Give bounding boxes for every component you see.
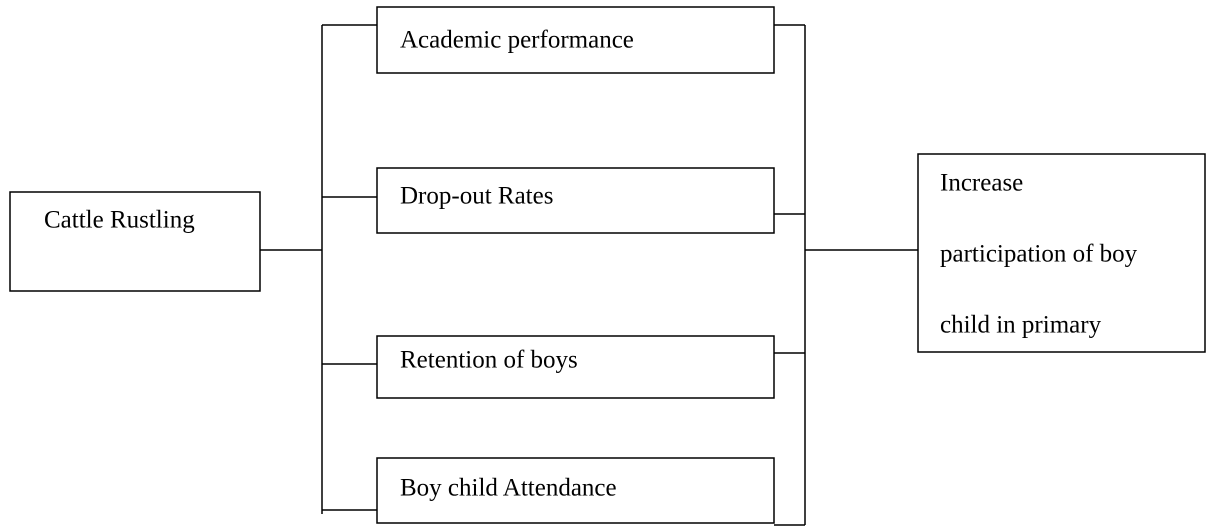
node-box <box>376 167 775 234</box>
node-label: Cattle Rustling <box>44 207 195 234</box>
node-box <box>376 335 775 399</box>
node-label: Drop-out Rates <box>400 183 553 210</box>
node-label: participation of boy <box>940 241 1138 268</box>
node-box <box>376 457 775 524</box>
node-box <box>9 191 261 292</box>
node-label: child in primary <box>940 312 1102 339</box>
node-box <box>376 6 775 74</box>
node-label: Academic performance <box>400 27 634 54</box>
node-label: Boy child Attendance <box>400 475 617 502</box>
node-box <box>917 153 1206 353</box>
node-label: Retention of boys <box>400 347 578 374</box>
node-label: Increase <box>940 170 1023 197</box>
